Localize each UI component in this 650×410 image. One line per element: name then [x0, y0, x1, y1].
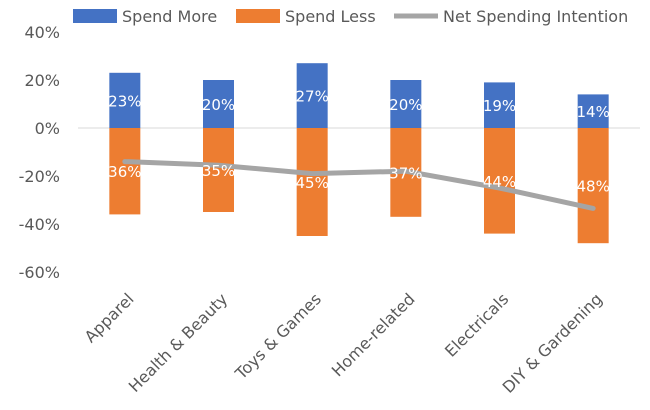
y-tick-label: -60% [19, 263, 60, 282]
y-tick-label: 0% [35, 119, 60, 138]
legend: Spend More Spend Less Net Spending Intenti… [73, 7, 628, 26]
data-label-spend-more: 27% [295, 88, 328, 106]
y-tick-label: 40% [24, 23, 60, 42]
legend-swatch-spend-less [236, 9, 280, 23]
data-label-spend-less: 45% [295, 174, 328, 192]
net-spending-line [122, 159, 596, 211]
x-tick-label-diy-and-gardening: DIY & Gardening [499, 289, 606, 396]
x-tick-label-electricals: Electricals [441, 289, 512, 360]
bar-spend-less-apparel [109, 128, 141, 215]
data-label-spend-less: 44% [483, 173, 516, 191]
bar-spend-less-health-and-beauty [203, 128, 234, 212]
bar-spend-more-home-related [390, 80, 422, 128]
legend-label-spend-more: Spend More [122, 7, 217, 26]
bar-spend-less-electricals [484, 128, 515, 234]
y-tick-label: -40% [19, 215, 60, 234]
x-tick-label-apparel: Apparel [81, 289, 138, 346]
y-tick-label: -20% [19, 167, 60, 186]
x-tick-label-health-and-beauty: Health & Beauty [125, 289, 232, 396]
legend-label-spend-less: Spend Less [285, 7, 376, 26]
data-label-spend-less: 36% [108, 163, 141, 181]
bar-spend-less-diy-and-gardening [577, 128, 609, 244]
bar-spend-more-health-and-beauty [203, 80, 234, 128]
bar-spend-more-toys-and-games [296, 63, 328, 129]
data-label-spend-less: 37% [389, 164, 422, 182]
bars [109, 63, 609, 244]
net-line-group [122, 159, 596, 211]
data-label-spend-more: 23% [108, 92, 141, 110]
y-axis: 40% 20% 0% -20% -40% -60% [19, 23, 60, 282]
data-label-spend-more: 20% [202, 96, 235, 114]
legend-label-net-spending-intention: Net Spending Intention [443, 7, 628, 26]
data-label-spend-less: 35% [202, 162, 235, 180]
legend-swatch-spend-more [73, 9, 117, 23]
x-tick-label-toys-and-games: Toys & Games [231, 289, 325, 383]
bar-spend-more-electricals [484, 82, 515, 128]
y-tick-label: 20% [24, 71, 60, 90]
data-label-spend-more: 14% [576, 103, 609, 121]
data-label-spend-more: 20% [389, 96, 422, 114]
bar-spend-less-toys-and-games [296, 128, 328, 236]
data-label-spend-less: 48% [576, 178, 609, 196]
data-labels: 23% 20% 27% 20% 19% 14% 36% 35% 45% 37% 44% 48% [108, 88, 610, 196]
data-label-spend-more: 19% [483, 97, 516, 115]
bar-spend-more-apparel [109, 72, 141, 128]
x-tick-label-home-related: Home-related [328, 289, 419, 380]
bar-spend-more-diy-and-gardening [577, 94, 609, 128]
